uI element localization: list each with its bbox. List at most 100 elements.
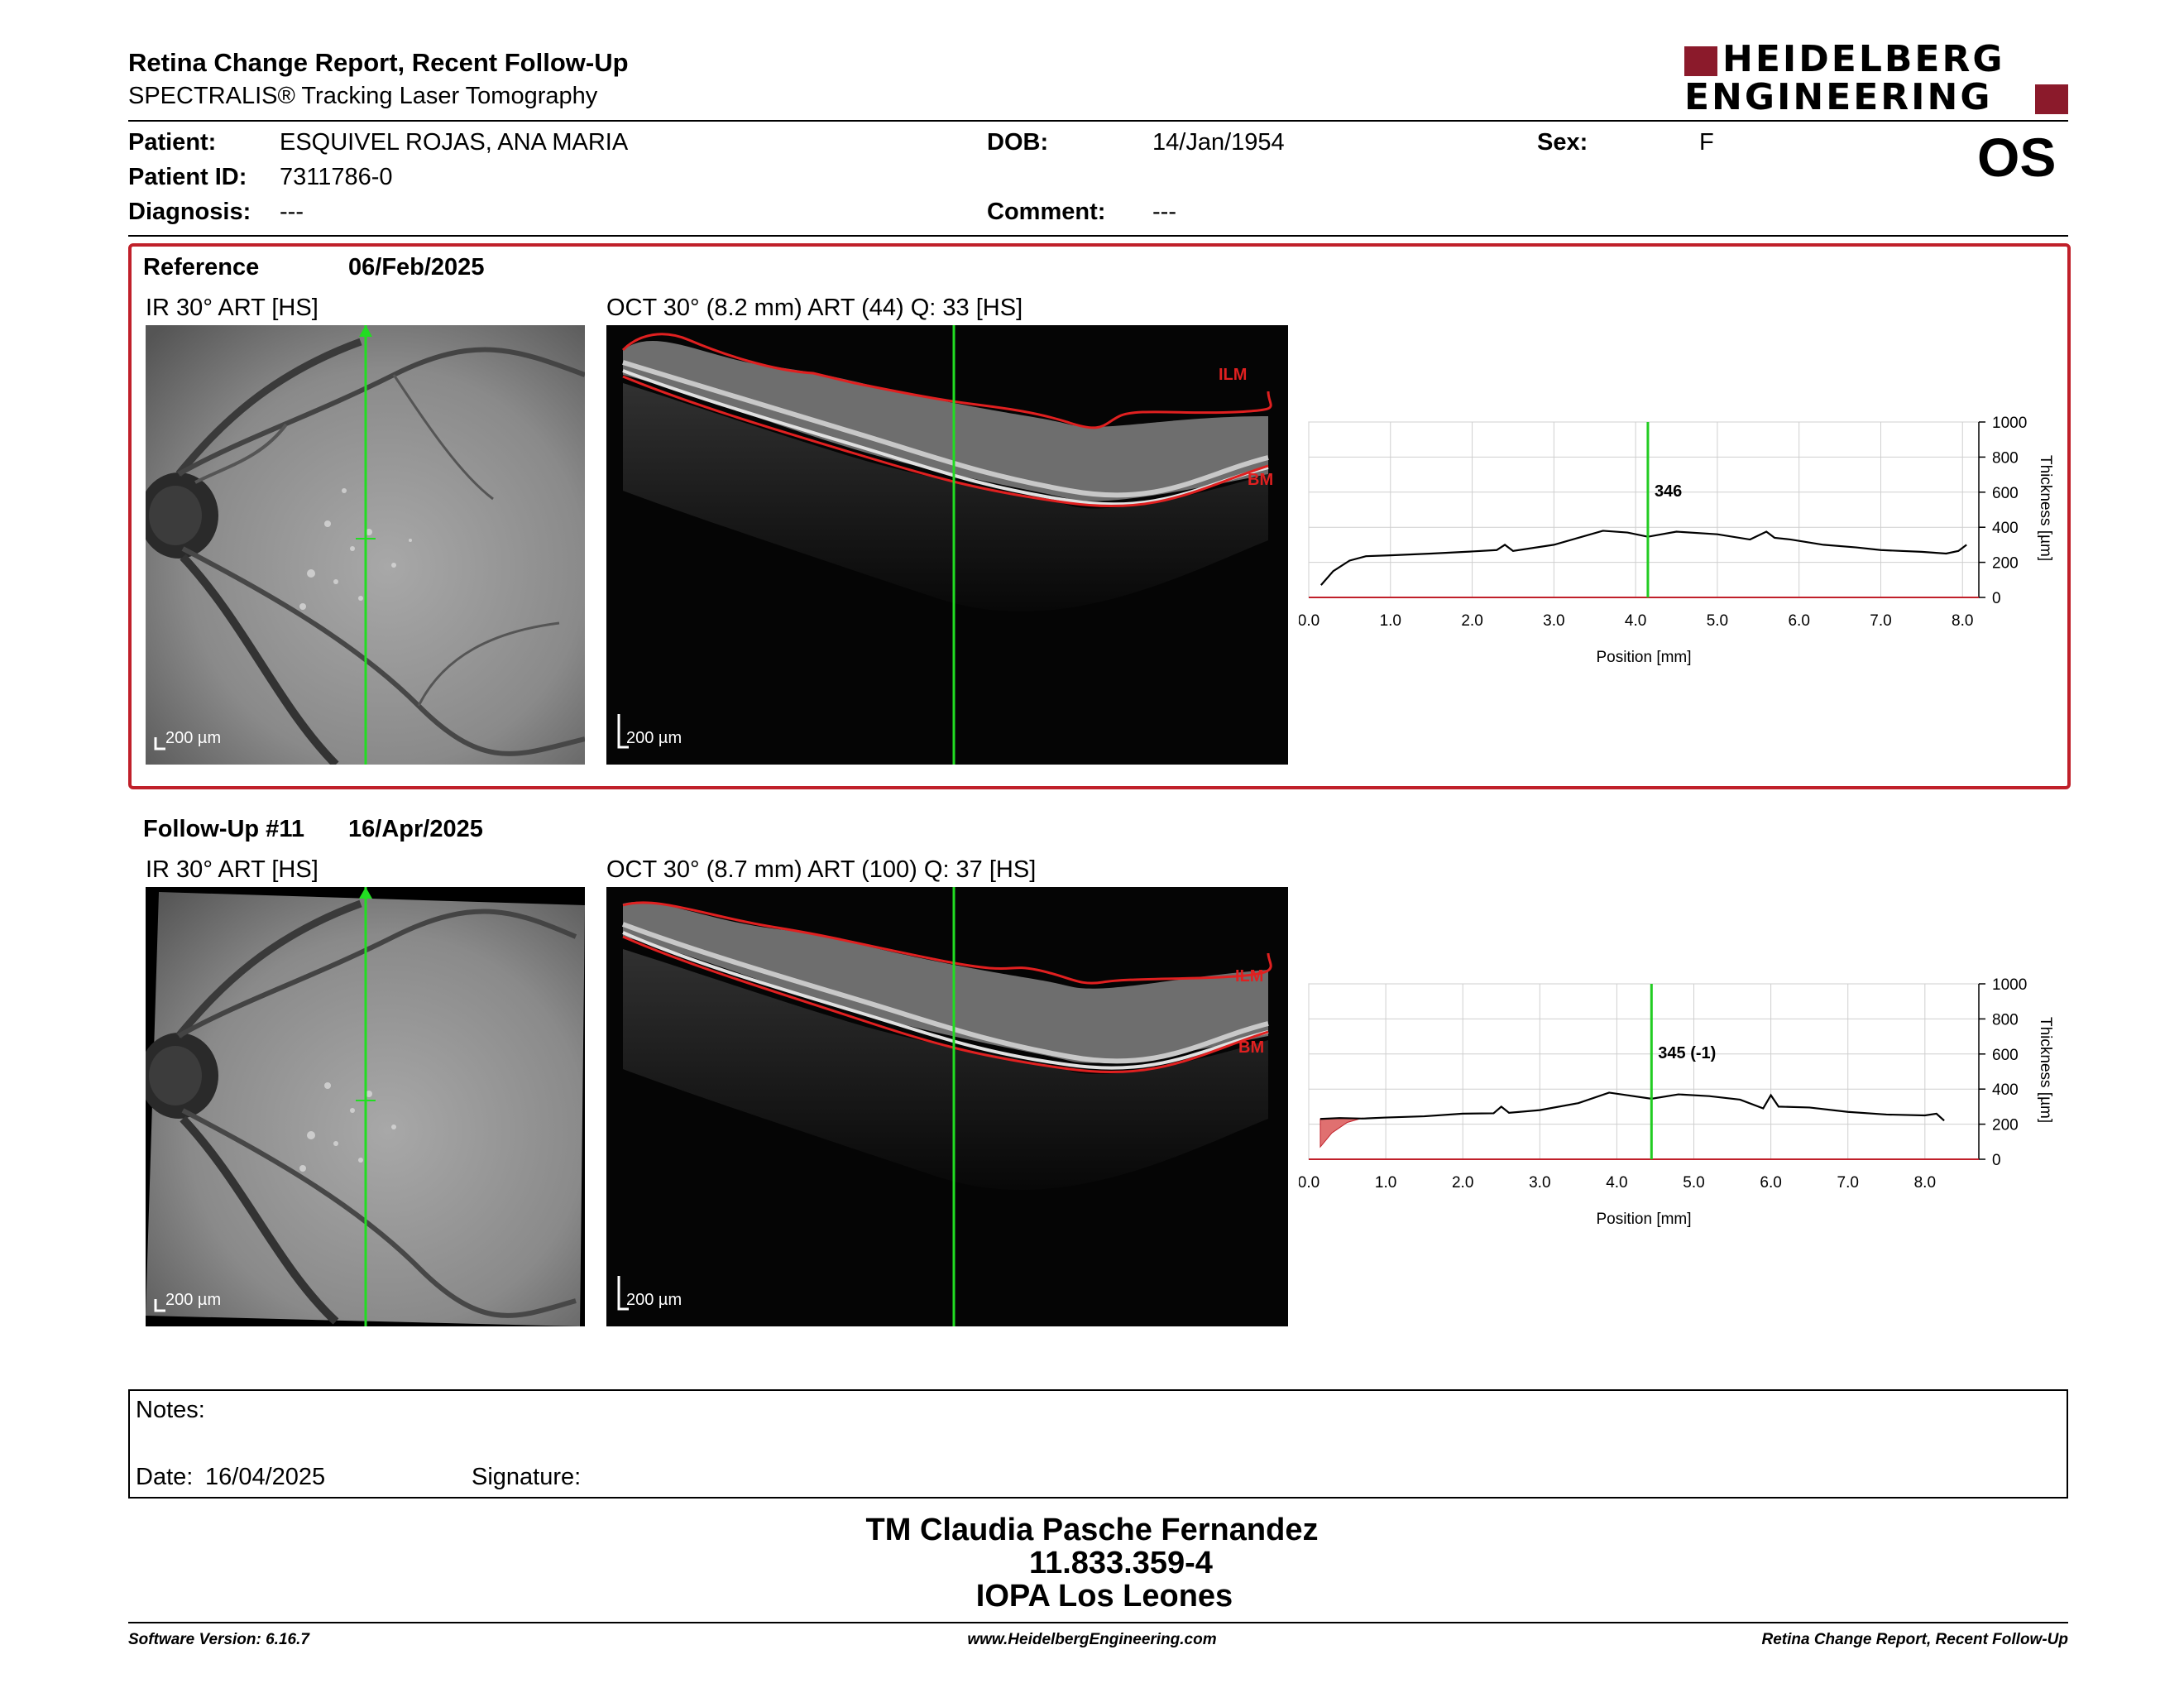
y-tick-label: 400 bbox=[1992, 520, 2019, 537]
x-tick-label: 0.0 bbox=[1299, 612, 1320, 630]
y-tick-label: 400 bbox=[1992, 1081, 2019, 1099]
cursor-thickness-label: 346 bbox=[1655, 482, 1682, 501]
comment-label: Comment: bbox=[987, 199, 1106, 225]
reference-section bbox=[128, 243, 2071, 789]
followup-ir-fundus-image: 200 µm bbox=[146, 887, 585, 1326]
reference-label: Reference bbox=[143, 254, 260, 281]
footer-report-name: Retina Change Report, Recent Follow-Up bbox=[1761, 1631, 2068, 1648]
logo-square-bottom bbox=[2035, 84, 2068, 114]
logo-square-top bbox=[1684, 46, 1717, 76]
patient-id-label: Patient ID: bbox=[128, 164, 247, 190]
comment-value: --- bbox=[1152, 199, 1176, 225]
website-link[interactable]: www.HeidelbergEngineering.com bbox=[967, 1631, 1217, 1648]
y-tick-label: 800 bbox=[1992, 1011, 2019, 1029]
followup-oct-scale: 200 µm bbox=[626, 1291, 682, 1309]
date-label: Date: bbox=[136, 1464, 194, 1490]
followup-ilm-label: ILM bbox=[1235, 967, 1263, 985]
x-tick-label: 6.0 bbox=[1788, 612, 1809, 630]
x-tick-label: 0.0 bbox=[1299, 1174, 1320, 1192]
y-tick-label: 200 bbox=[1992, 1117, 2019, 1134]
dob-label: DOB: bbox=[987, 129, 1049, 156]
y-tick-label: 0 bbox=[1992, 1152, 2001, 1169]
followup-ir-caption: IR 30° ART [HS] bbox=[146, 856, 318, 883]
reference-thickness-chart: 0.0 1.0 2.0 3.0 4.0 5.0 6.0 7.0 8.0 0 200 400 600 800… bbox=[1299, 415, 2054, 666]
reference-oct-graphic: ILM BM bbox=[606, 325, 1288, 765]
x-tick-label: 2.0 bbox=[1452, 1174, 1473, 1192]
cursor-thickness-label: 345 (-1) bbox=[1658, 1044, 1716, 1062]
patient-label: Patient: bbox=[128, 129, 217, 156]
x-tick-label: 8.0 bbox=[1952, 612, 1973, 630]
x-tick-label: 4.0 bbox=[1625, 612, 1646, 630]
eye-indicator: OS bbox=[1977, 127, 2057, 188]
followup-label: Follow-Up #11 bbox=[143, 816, 304, 842]
x-axis-label: Position [mm] bbox=[1596, 649, 1691, 666]
reference-date: 06/Feb/2025 bbox=[348, 254, 485, 281]
reference-bm-label: BM bbox=[1248, 471, 1273, 489]
y-tick-label: 800 bbox=[1992, 449, 2019, 467]
signatory-name: TM Claudia Pasche Fernandez bbox=[865, 1513, 1319, 1547]
plot-area bbox=[1308, 421, 1980, 598]
reference-ilm-label: ILM bbox=[1219, 366, 1247, 384]
y-tick-label: 600 bbox=[1992, 1047, 2019, 1064]
date-value: 16/04/2025 bbox=[205, 1464, 326, 1490]
patient-name: ESQUIVEL ROJAS, ANA MARIA bbox=[280, 129, 629, 156]
signatory-institution: IOPA Los Leones bbox=[975, 1579, 1233, 1614]
thickness-series-line bbox=[1320, 530, 1967, 586]
logo-text-heidelberg: HEIDELBERG bbox=[1722, 38, 2005, 80]
reference-fundus-graphic bbox=[146, 325, 585, 765]
followup-fundus-graphic bbox=[146, 887, 585, 1326]
y-axis-label: Thickness [µm] bbox=[2037, 1017, 2054, 1123]
x-tick-label: 5.0 bbox=[1683, 1174, 1704, 1192]
software-version: Software Version: 6.16.7 bbox=[128, 1631, 309, 1648]
followup-oct-caption: OCT 30° (8.7 mm) ART (100) Q: 37 [HS] bbox=[606, 856, 1037, 883]
x-tick-label: 4.0 bbox=[1606, 1174, 1627, 1192]
followup-bm-label: BM bbox=[1238, 1038, 1264, 1057]
report-title: Retina Change Report, Recent Follow-Up bbox=[128, 48, 629, 77]
followup-oct-graphic: ILM BM bbox=[606, 887, 1288, 1326]
y-tick-label: 1000 bbox=[1992, 415, 2027, 432]
reference-oct-scale: 200 µm bbox=[626, 729, 682, 747]
signatory-id: 11.833.359-4 bbox=[1029, 1546, 1213, 1580]
reference-oct-bscan: ILM BM 200 µm bbox=[606, 325, 1288, 765]
footer-divider bbox=[128, 1622, 2068, 1623]
reference-ir-caption: IR 30° ART [HS] bbox=[146, 295, 318, 321]
x-tick-label: 3.0 bbox=[1529, 1174, 1550, 1192]
followup-ir-scale: 200 µm bbox=[165, 1291, 222, 1309]
y-tick-label: 0 bbox=[1992, 590, 2001, 607]
followup-oct-bscan: ILM BM 200 µm bbox=[606, 887, 1288, 1326]
signature-label: Signature: bbox=[472, 1464, 582, 1490]
y-tick-label: 1000 bbox=[1992, 976, 2027, 994]
followup-date: 16/Apr/2025 bbox=[348, 816, 483, 842]
x-tick-label: 1.0 bbox=[1375, 1174, 1396, 1192]
x-tick-label: 1.0 bbox=[1380, 612, 1401, 630]
report-subtitle: SPECTRALIS® Tracking Laser Tomography bbox=[128, 83, 598, 109]
x-tick-label: 2.0 bbox=[1461, 612, 1482, 630]
diagnosis-label: Diagnosis: bbox=[128, 199, 251, 225]
x-tick-label: 8.0 bbox=[1914, 1174, 1936, 1192]
notes-label: Notes: bbox=[136, 1397, 205, 1423]
followup-thickness-chart: 0.0 1.0 2.0 3.0 4.0 5.0 6.0 7.0 8.0 0 200 400 600 800… bbox=[1299, 976, 2054, 1228]
dob-value: 14/Jan/1954 bbox=[1152, 129, 1285, 156]
reference-oct-caption: OCT 30° (8.2 mm) ART (44) Q: 33 [HS] bbox=[606, 295, 1023, 321]
logo-text-engineering: ENGINEERING bbox=[1684, 76, 1993, 118]
reference-ir-scale: 200 µm bbox=[165, 729, 222, 747]
notes-box bbox=[128, 1389, 2068, 1499]
heidelberg-logo: HEIDELBERG ENGINEERING bbox=[1684, 40, 2068, 118]
diagnosis-value: --- bbox=[280, 199, 304, 225]
sex-value: F bbox=[1699, 129, 1714, 156]
y-tick-label: 200 bbox=[1992, 555, 2019, 573]
reference-ir-fundus-image: 200 µm bbox=[146, 325, 585, 765]
x-tick-label: 6.0 bbox=[1760, 1174, 1781, 1192]
x-tick-label: 3.0 bbox=[1543, 612, 1564, 630]
y-axis-label: Thickness [µm] bbox=[2037, 455, 2054, 561]
sex-label: Sex: bbox=[1537, 129, 1588, 156]
y-tick-label: 600 bbox=[1992, 485, 2019, 502]
patient-divider bbox=[128, 235, 2068, 237]
header-divider bbox=[128, 120, 2068, 122]
x-tick-label: 7.0 bbox=[1837, 1174, 1859, 1192]
x-tick-label: 7.0 bbox=[1870, 612, 1891, 630]
x-tick-label: 5.0 bbox=[1707, 612, 1728, 630]
plot-area bbox=[1308, 983, 1980, 1160]
x-axis-label: Position [mm] bbox=[1596, 1211, 1691, 1228]
patient-id: 7311786-0 bbox=[280, 164, 393, 190]
